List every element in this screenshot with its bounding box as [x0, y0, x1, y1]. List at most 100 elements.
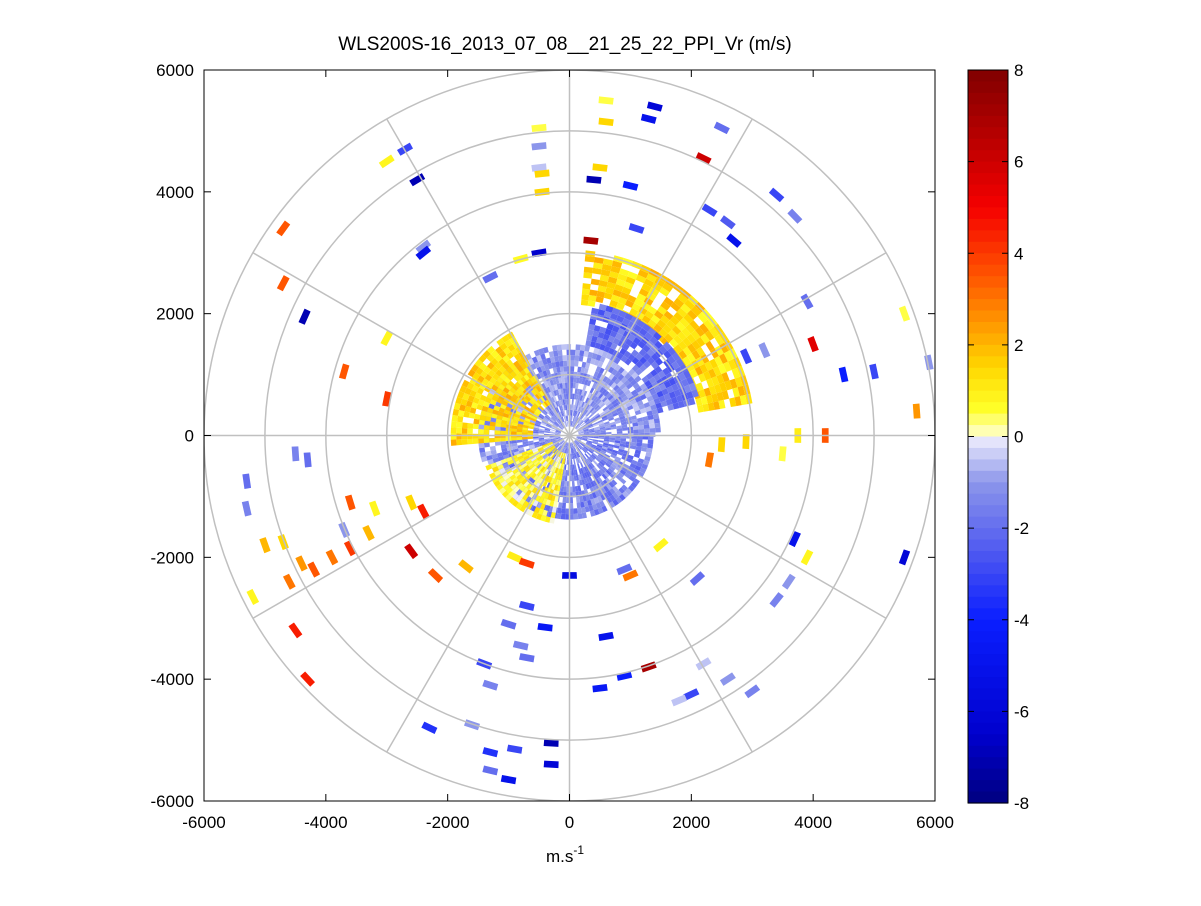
- range-gate: [518, 418, 525, 423]
- range-gate: [500, 427, 507, 432]
- range-gate: [583, 466, 588, 473]
- range-gate: [505, 456, 513, 462]
- range-gate: [687, 353, 696, 363]
- range-gate: [562, 410, 565, 417]
- range-gate: [574, 440, 579, 446]
- range-gate: [609, 488, 616, 495]
- range-gate: [516, 489, 524, 497]
- range-gate: [580, 407, 585, 413]
- range-gate: [559, 440, 565, 445]
- colorbar-band: [968, 619, 1008, 632]
- range-gate: [534, 361, 541, 369]
- range-gate: [592, 473, 598, 480]
- range-gate: [522, 500, 530, 508]
- range-gate: [600, 430, 606, 433]
- range-gate: [543, 455, 549, 461]
- range-gate: [553, 461, 558, 467]
- range-gate: [556, 485, 561, 492]
- range-gate: [679, 363, 688, 373]
- range-gate-segment: [592, 684, 608, 693]
- range-gate: [457, 391, 465, 399]
- range-gate: [534, 393, 541, 400]
- range-gate: [584, 410, 590, 416]
- range-gate: [626, 457, 633, 464]
- range-gate: [517, 420, 524, 425]
- colorbar-tick-label: -4: [1014, 611, 1029, 630]
- range-gate: [492, 457, 500, 464]
- range-gate: [666, 320, 676, 330]
- range-gate: [614, 364, 622, 372]
- range-gate: [566, 415, 569, 422]
- range-gate: [560, 486, 565, 492]
- range-gate: [610, 454, 617, 459]
- range-gate: [622, 491, 629, 498]
- range-gate: [593, 436, 599, 439]
- range-gate: [596, 290, 606, 298]
- range-gate: [584, 345, 591, 352]
- range-gate: [621, 424, 628, 429]
- range-gate: [593, 423, 599, 427]
- range-gate: [592, 460, 598, 466]
- range-gate: [565, 421, 568, 427]
- range-gate: [582, 384, 587, 391]
- range-gate: [538, 437, 545, 440]
- range-gate: [599, 500, 606, 508]
- range-gate: [585, 471, 591, 478]
- range-gate: [703, 370, 712, 381]
- range-gate: [563, 366, 568, 372]
- range-gate: [507, 380, 515, 388]
- range-gate: [542, 453, 548, 459]
- range-gate: [599, 411, 606, 417]
- range-gate: [604, 423, 611, 427]
- range-gate: [461, 433, 468, 440]
- range-gate: [535, 420, 542, 424]
- range-gate: [614, 442, 621, 447]
- range-gate: [545, 406, 551, 413]
- range-gate: [553, 501, 558, 508]
- range-gate: [526, 483, 533, 490]
- range-gate-segment: [242, 473, 252, 489]
- range-gate: [533, 506, 541, 514]
- range-gate: [594, 432, 601, 435]
- range-gate: [484, 420, 491, 426]
- range-gate: [682, 369, 692, 379]
- range-gate: [593, 466, 599, 473]
- range-gate: [565, 513, 570, 520]
- range-gate: [529, 463, 536, 470]
- range-gate: [596, 372, 603, 380]
- range-gate: [558, 468, 562, 475]
- range-gate: [550, 446, 556, 452]
- range-gate: [526, 378, 533, 386]
- range-gate-segment: [744, 684, 761, 699]
- range-gate: [476, 403, 484, 411]
- range-gate: [631, 459, 638, 466]
- range-gate: [649, 423, 656, 429]
- colorbar-band: [968, 459, 1008, 472]
- range-gate: [535, 373, 542, 380]
- range-gate: [617, 409, 624, 415]
- range-gate: [555, 456, 560, 463]
- range-gate: [491, 413, 498, 419]
- range-gate-segment: [295, 555, 308, 572]
- range-gate: [593, 256, 604, 264]
- range-gate: [526, 413, 533, 418]
- range-gate: [558, 405, 563, 412]
- range-gate: [590, 278, 600, 286]
- range-gate: [663, 393, 671, 401]
- range-gate: [512, 384, 519, 391]
- range-gate: [554, 407, 559, 414]
- range-gate: [603, 442, 609, 446]
- range-gate: [581, 395, 586, 402]
- range-gate: [473, 418, 480, 425]
- range-gate: [610, 382, 617, 389]
- range-gate: [584, 397, 590, 404]
- range-gate: [597, 507, 604, 514]
- range-gate: [682, 346, 692, 357]
- range-gate: [591, 401, 597, 408]
- range-gate-segment: [506, 551, 523, 564]
- range-gate: [492, 466, 499, 473]
- range-gate-segment: [898, 549, 911, 566]
- range-gate: [604, 425, 611, 429]
- range-gate: [629, 341, 638, 350]
- range-gate: [534, 468, 541, 475]
